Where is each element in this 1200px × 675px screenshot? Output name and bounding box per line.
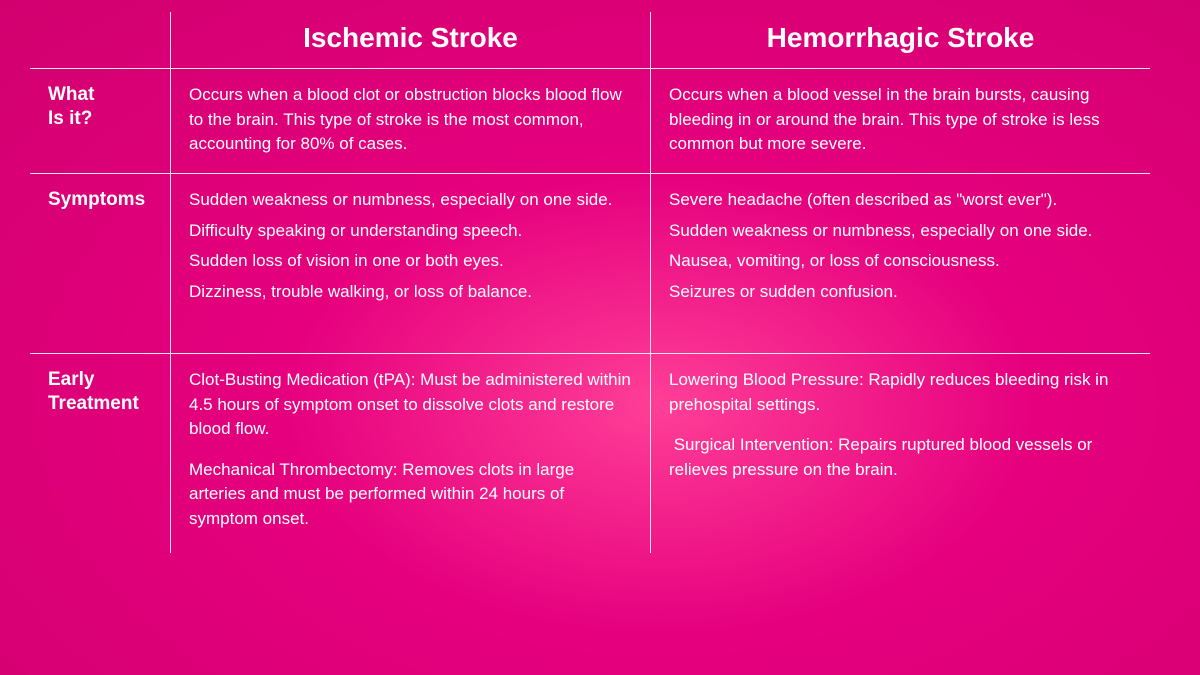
body-paragraph: Clot-Busting Medication (tPA): Must be a… [189, 368, 632, 442]
comparison-table: Ischemic Stroke Hemorrhagic Stroke What … [0, 0, 1200, 583]
list-item: Difficulty speaking or understanding spe… [189, 219, 632, 244]
header-spacer [30, 12, 170, 68]
body-paragraph: Occurs when a blood clot or obstruction … [189, 83, 632, 157]
row-label-text: Treatment [48, 393, 139, 414]
body-paragraph: Surgical Intervention: Repairs ruptured … [669, 433, 1132, 482]
column-header-ischemic: Ischemic Stroke [170, 12, 650, 68]
row-label-text: Symptoms [48, 189, 145, 210]
list-item: Sudden weakness or numbness, especially … [669, 219, 1132, 244]
body-paragraph: Occurs when a blood vessel in the brain … [669, 83, 1132, 157]
row-label-what: What Is it? [30, 68, 170, 173]
list-item: Seizures or sudden confusion. [669, 280, 1132, 305]
treatment-ischemic: Clot-Busting Medication (tPA): Must be a… [170, 353, 650, 553]
list-item: Dizziness, trouble walking, or loss of b… [189, 280, 632, 305]
treatment-hemorrhagic: Lowering Blood Pressure: Rapidly reduces… [650, 353, 1150, 553]
list-item: Sudden weakness or numbness, especially … [189, 188, 632, 213]
symptoms-ischemic: Sudden weakness or numbness, especially … [170, 173, 650, 353]
row-label-text: Early [48, 369, 94, 390]
list-item: Nausea, vomiting, or loss of consciousne… [669, 249, 1132, 274]
list-item: Sudden loss of vision in one or both eye… [189, 249, 632, 274]
body-paragraph: Mechanical Thrombectomy: Removes clots i… [189, 458, 632, 532]
body-paragraph: Lowering Blood Pressure: Rapidly reduces… [669, 368, 1132, 417]
column-header-hemorrhagic: Hemorrhagic Stroke [650, 12, 1150, 68]
row-label-text: Is it? [48, 108, 92, 129]
row-label-treatment: Early Treatment [30, 353, 170, 553]
what-hemorrhagic: Occurs when a blood vessel in the brain … [650, 68, 1150, 173]
what-ischemic: Occurs when a blood clot or obstruction … [170, 68, 650, 173]
symptoms-hemorrhagic: Severe headache (often described as "wor… [650, 173, 1150, 353]
row-label-text: What [48, 84, 94, 105]
row-label-symptoms: Symptoms [30, 173, 170, 353]
list-item: Severe headache (often described as "wor… [669, 188, 1132, 213]
